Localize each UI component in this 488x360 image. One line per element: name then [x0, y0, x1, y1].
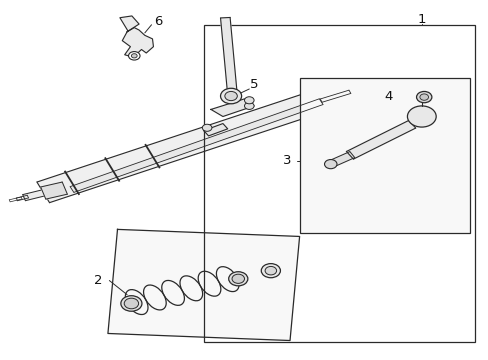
Text: 6: 6 [154, 15, 162, 28]
Circle shape [324, 159, 336, 169]
Circle shape [232, 274, 244, 283]
Polygon shape [210, 99, 254, 117]
Bar [299, 78, 469, 233]
Circle shape [228, 272, 247, 286]
Circle shape [244, 102, 254, 109]
Circle shape [407, 106, 435, 127]
Polygon shape [327, 152, 354, 167]
Circle shape [224, 91, 237, 101]
Circle shape [417, 93, 425, 98]
Polygon shape [203, 123, 227, 136]
Polygon shape [346, 121, 415, 159]
Text: 2: 2 [94, 274, 102, 287]
Circle shape [419, 94, 427, 100]
Circle shape [121, 296, 142, 311]
Circle shape [261, 264, 280, 278]
Polygon shape [37, 87, 336, 203]
Polygon shape [122, 28, 153, 57]
Bar [203, 25, 473, 342]
Circle shape [124, 298, 138, 309]
Polygon shape [120, 16, 139, 31]
Polygon shape [41, 182, 67, 199]
Circle shape [244, 97, 254, 104]
Circle shape [264, 266, 276, 275]
Text: 5: 5 [249, 78, 258, 91]
Polygon shape [22, 188, 54, 201]
Text: 1: 1 [417, 13, 425, 26]
Text: 3: 3 [283, 154, 291, 167]
Circle shape [128, 51, 140, 60]
Circle shape [131, 54, 137, 58]
Polygon shape [108, 229, 299, 341]
Circle shape [202, 124, 211, 131]
Circle shape [416, 91, 431, 103]
Polygon shape [70, 99, 323, 192]
Polygon shape [220, 18, 237, 95]
Text: 4: 4 [383, 90, 392, 103]
Circle shape [220, 88, 241, 104]
